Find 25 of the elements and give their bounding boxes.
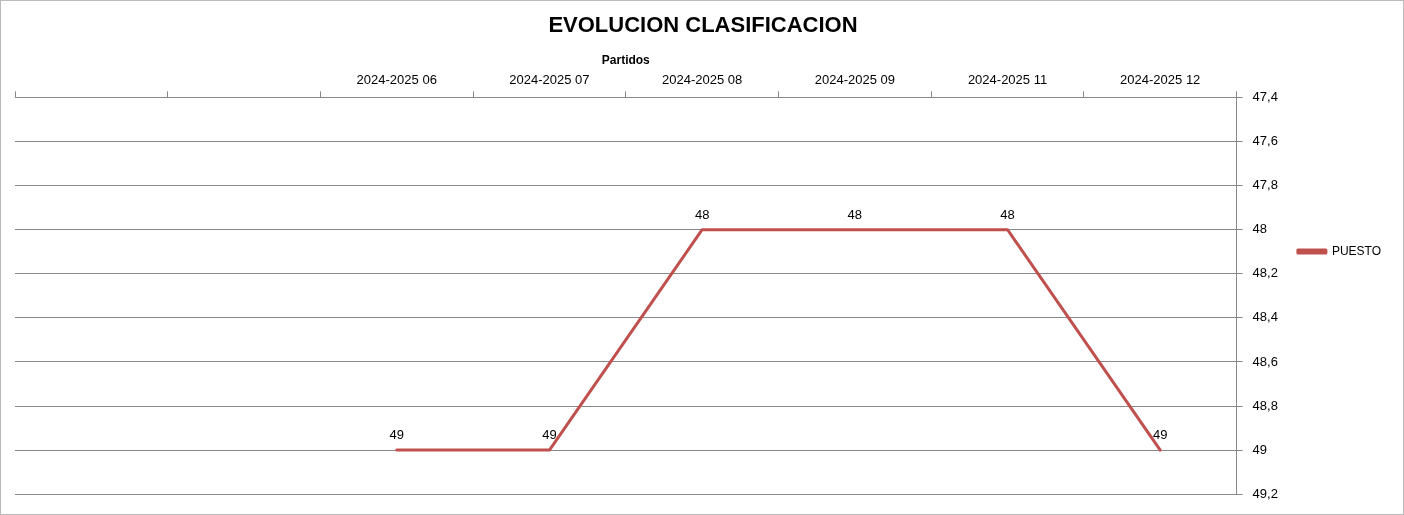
chart-title: EVOLUCION CLASIFICACION: [548, 12, 858, 38]
data-label: 48: [847, 206, 863, 222]
x-tick-label: 2024-2025 06: [356, 72, 437, 88]
x-tick-label: 2024-2025 08: [662, 72, 743, 88]
data-label: 49: [389, 427, 404, 443]
x-tick-label: 2024-2025 07: [509, 72, 590, 88]
y-tick-label: 48,8: [1252, 397, 1278, 413]
y-tick-label: 47,4: [1252, 88, 1278, 104]
x-tick-label: 2024-2025 11: [967, 72, 1048, 88]
x-tick-label: 2024-2025 09: [814, 72, 895, 88]
y-tick-label: 48: [1252, 221, 1268, 237]
y-tick-label: 49,2: [1252, 485, 1278, 501]
y-tick-label: 48,6: [1252, 353, 1278, 369]
y-tick-label: 48,2: [1252, 265, 1278, 281]
data-label: 49: [1152, 427, 1168, 443]
legend-label: PUESTO: [1331, 243, 1381, 258]
x-axis-title: Partidos: [601, 52, 651, 67]
data-label: 49: [542, 427, 557, 443]
x-tick-label: 2024-2025 12: [1120, 72, 1201, 88]
y-tick-label: 47,8: [1252, 177, 1278, 193]
y-tick-label: 49: [1252, 441, 1268, 457]
y-tick-label: 48,4: [1252, 309, 1278, 325]
data-label: 48: [694, 206, 710, 222]
y-tick-label: 47,6: [1252, 133, 1278, 149]
data-label: 48: [1000, 206, 1015, 222]
